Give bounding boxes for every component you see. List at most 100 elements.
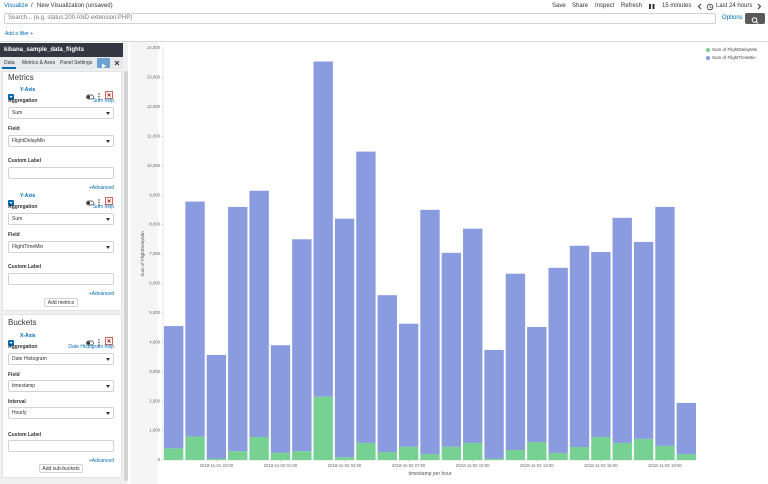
field-select[interactable] — [8, 241, 114, 253]
bar — [676, 454, 696, 460]
header-action[interactable]: Share — [572, 3, 589, 9]
bar — [591, 251, 611, 438]
field-label: Aggregation — [8, 344, 38, 350]
prev-icon[interactable] — [697, 3, 703, 11]
search-input[interactable] — [4, 13, 716, 24]
x-tick-label: 2018-11-02 13:00 — [520, 463, 554, 468]
bar — [292, 239, 312, 452]
bar — [249, 190, 269, 438]
bar — [569, 245, 590, 448]
header-action[interactable]: Refresh — [621, 3, 643, 9]
bar — [548, 452, 568, 460]
drag-handle[interactable] — [97, 333, 101, 346]
play-icon — [102, 63, 106, 69]
bar — [270, 345, 291, 453]
collapse-toggle[interactable] — [8, 87, 14, 100]
advanced-toggle[interactable]: +Advanced — [88, 291, 114, 297]
advanced-toggle[interactable]: +Advanced — [88, 185, 114, 191]
interval-select[interactable] — [8, 407, 114, 419]
enable-toggle[interactable] — [86, 333, 94, 346]
bar — [164, 448, 184, 460]
select-caret — [106, 385, 110, 388]
bar — [484, 458, 504, 460]
x-tick-label: 2018-11-02 10:00 — [456, 463, 490, 468]
select-caret — [106, 358, 110, 361]
search-icon — [751, 17, 759, 24]
help-link[interactable]: Sum help — [92, 98, 114, 104]
sidebar-tab[interactable]: Data — [4, 60, 15, 66]
field-select[interactable] — [8, 380, 114, 392]
collapse-toggle[interactable] — [8, 193, 14, 206]
help-link[interactable]: Sum help — [92, 204, 114, 210]
y-tick-label: 8,000 — [149, 222, 160, 227]
chart-gutter — [130, 42, 158, 484]
aggregation-select[interactable] — [8, 353, 114, 365]
bar — [206, 354, 227, 459]
refresh-interval[interactable]: 15 minutes — [662, 3, 692, 9]
bar — [377, 295, 397, 453]
bar — [292, 451, 312, 460]
remove-agg[interactable] — [105, 86, 113, 99]
drag-handle[interactable] — [97, 193, 101, 206]
custom-label-input[interactable] — [8, 167, 114, 179]
scrollbar — [124, 71, 128, 481]
y-tick-label: 7,000 — [149, 251, 160, 256]
y-tick-label: 9,000 — [149, 192, 160, 197]
y-tick-label: 12,000 — [147, 104, 161, 109]
add-filter[interactable]: Add a filter + — [5, 31, 34, 37]
bar — [591, 437, 611, 460]
add-sub-buckets[interactable]: Add sub-buckets — [42, 466, 80, 472]
bar — [676, 402, 696, 455]
x-tick-label: 2018-11-02 19:00 — [648, 463, 682, 468]
aggregation-select[interactable] — [8, 213, 114, 225]
add-metrics-button[interactable] — [44, 298, 78, 307]
field-label: Aggregation — [8, 98, 38, 104]
select-caret — [106, 218, 110, 221]
bar — [505, 273, 526, 450]
bar — [548, 267, 568, 453]
enable-toggle[interactable] — [86, 193, 94, 206]
aggregation-select[interactable] — [8, 107, 114, 119]
search-options[interactable]: Options — [722, 15, 743, 21]
field-label: Custom Label — [8, 158, 42, 164]
advanced-toggle[interactable]: +Advanced — [88, 458, 114, 464]
breadcrumb-link[interactable]: Visualize — [4, 3, 28, 9]
field-select[interactable] — [8, 135, 114, 147]
bar — [356, 151, 376, 443]
header-action[interactable]: Save — [552, 3, 566, 9]
legend-swatch — [706, 56, 710, 60]
apply-button[interactable] — [97, 58, 110, 69]
add-metrics[interactable]: Add metrics — [47, 300, 75, 306]
discard-icon[interactable] — [113, 59, 121, 67]
bar — [420, 454, 440, 460]
remove-agg[interactable] — [105, 332, 113, 345]
help-link[interactable]: Date Histogram help — [68, 344, 114, 350]
field-label: Interval — [8, 399, 26, 405]
time-range[interactable]: Last 24 hours — [716, 3, 753, 9]
sidebar-tab[interactable]: Panel Settings — [60, 60, 93, 66]
chart: 0 1,000 2,000 3,000 4,000 5,000 6,000 7,000 8,00… — [140, 45, 758, 477]
enable-toggle[interactable] — [86, 87, 94, 100]
bar — [270, 452, 291, 460]
field-label: Field — [8, 372, 20, 378]
header-action[interactable]: Inspect — [595, 3, 615, 9]
agg-axis-title: Y-Axis — [20, 193, 36, 199]
y-tick-label: 13,000 — [147, 75, 161, 80]
remove-agg[interactable] — [105, 192, 113, 205]
index-header — [0, 43, 123, 57]
y-tick-label: 1,000 — [149, 428, 160, 433]
bar — [420, 209, 440, 455]
custom-label-input[interactable] — [8, 440, 114, 452]
collapse-toggle[interactable] — [8, 333, 14, 346]
add-sub-buckets-button[interactable] — [39, 464, 83, 473]
drag-handle[interactable] — [97, 87, 101, 100]
sidebar-tab[interactable]: Metrics & Axes — [22, 60, 56, 66]
pause-icon[interactable] — [648, 3, 656, 11]
custom-label-input[interactable] — [8, 273, 114, 285]
x-tick-label: 2018-11-02 04:00 — [328, 463, 362, 468]
search-button[interactable] — [745, 13, 765, 24]
y-tick-label: 6,000 — [149, 281, 160, 286]
select-value: Hourly — [12, 410, 27, 416]
next-icon[interactable] — [756, 3, 762, 11]
